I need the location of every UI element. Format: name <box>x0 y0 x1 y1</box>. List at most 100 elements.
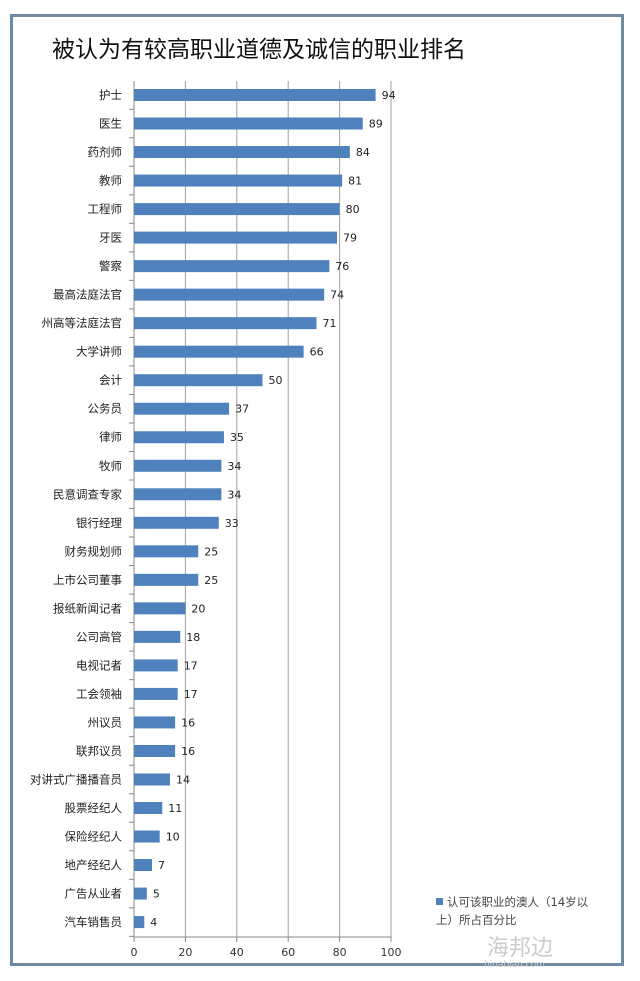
x-tick-label: 100 <box>381 946 402 959</box>
category-label: 警察 <box>99 259 122 273</box>
category-label: 工程师 <box>88 202 123 216</box>
bar <box>134 488 222 501</box>
data-label: 17 <box>184 688 198 701</box>
data-label: 66 <box>310 346 324 359</box>
category-label: 州高等法庭法官 <box>42 316 123 330</box>
data-label: 81 <box>348 175 362 188</box>
data-label: 7 <box>158 859 165 872</box>
category-label: 药剂师 <box>88 145 123 159</box>
category-label: 银行经理 <box>76 516 122 530</box>
bar <box>134 374 263 387</box>
bar <box>134 716 176 729</box>
legend: 认可该职业的澳人（14岁以 上）所占百分比 <box>436 893 616 929</box>
data-label: 50 <box>269 374 283 387</box>
bar <box>134 516 219 529</box>
bar <box>134 659 178 672</box>
data-label: 33 <box>225 517 239 530</box>
chart-title: 被认为有较高职业道德及诚信的职业排名 <box>52 37 466 63</box>
category-label: 公司高管 <box>76 630 122 644</box>
bar <box>134 203 340 216</box>
data-label: 4 <box>150 916 157 929</box>
data-label: 17 <box>184 659 198 672</box>
bar <box>134 630 181 643</box>
data-label: 34 <box>227 460 241 473</box>
bar <box>134 288 325 301</box>
legend-swatch <box>436 898 443 905</box>
data-label: 25 <box>204 545 218 558</box>
bar <box>134 573 199 586</box>
x-tick-label: 40 <box>230 946 244 959</box>
category-label: 会计 <box>99 373 122 387</box>
category-label: 联邦议员 <box>76 744 122 758</box>
data-label: 16 <box>181 745 195 758</box>
bar <box>134 773 170 786</box>
bar <box>134 89 376 101</box>
data-label: 16 <box>181 716 195 729</box>
category-label: 州议员 <box>88 715 123 729</box>
data-label: 89 <box>369 118 383 131</box>
category-label: 民意调查专家 <box>53 487 122 501</box>
bar <box>134 402 230 415</box>
bar <box>134 802 163 814</box>
x-tick-label: 0 <box>131 946 138 959</box>
bar <box>134 117 363 130</box>
category-label: 医生 <box>99 117 122 131</box>
data-label: 10 <box>166 831 180 844</box>
x-tick-label: 80 <box>333 946 347 959</box>
category-label: 股票经纪人 <box>65 801 123 815</box>
category-label: 广告从业者 <box>65 887 123 901</box>
category-label: 最高法庭法官 <box>53 288 122 302</box>
bar <box>134 887 147 900</box>
bar <box>134 545 199 558</box>
data-label: 74 <box>330 289 344 302</box>
watermark-url: hinabian.com <box>484 960 545 970</box>
chart-frame <box>10 14 624 966</box>
data-label: 76 <box>335 260 349 273</box>
category-label: 电视记者 <box>76 658 122 672</box>
data-label: 84 <box>356 146 370 159</box>
data-label: 71 <box>322 317 336 330</box>
data-label: 37 <box>235 403 249 416</box>
bar <box>134 345 304 358</box>
legend-label: 认可该职业的澳人（14岁以 <box>447 895 589 909</box>
category-label: 汽车销售员 <box>65 915 123 929</box>
data-label: 18 <box>186 631 200 644</box>
bar <box>134 231 338 244</box>
bar <box>134 146 350 159</box>
bar <box>134 830 160 843</box>
x-tick-label: 20 <box>178 946 192 959</box>
bar <box>134 260 330 273</box>
bar <box>134 744 176 757</box>
bar <box>134 317 317 330</box>
bar <box>134 859 152 872</box>
watermark: 海邦边 <box>487 936 554 961</box>
data-label: 80 <box>346 203 360 216</box>
category-label: 牧师 <box>99 459 122 473</box>
data-label: 25 <box>204 574 218 587</box>
bar <box>134 916 145 929</box>
x-tick-label: 60 <box>281 946 295 959</box>
data-label: 5 <box>153 888 160 901</box>
category-label: 大学讲师 <box>76 345 122 359</box>
data-label: 11 <box>168 802 182 815</box>
data-label: 79 <box>343 232 357 245</box>
category-label: 地产经纪人 <box>65 858 123 872</box>
category-label: 对讲式广播播音员 <box>30 772 122 786</box>
category-label: 教师 <box>99 174 122 188</box>
bar <box>134 174 343 187</box>
legend-label-cont: 上）所占百分比 <box>436 913 517 927</box>
data-label: 94 <box>382 89 396 102</box>
category-label: 工会领袖 <box>76 687 122 701</box>
category-label: 保险经纪人 <box>65 830 123 844</box>
category-label: 护士 <box>99 88 122 102</box>
data-label: 34 <box>227 488 241 501</box>
category-label: 财务规划师 <box>65 544 123 558</box>
data-label: 14 <box>176 773 190 786</box>
data-label: 35 <box>230 431 244 444</box>
bar <box>134 459 222 472</box>
category-label: 报纸新闻记者 <box>53 601 122 615</box>
data-label: 20 <box>191 602 205 615</box>
category-label: 律师 <box>99 430 122 444</box>
category-label: 牙医 <box>99 231 122 245</box>
